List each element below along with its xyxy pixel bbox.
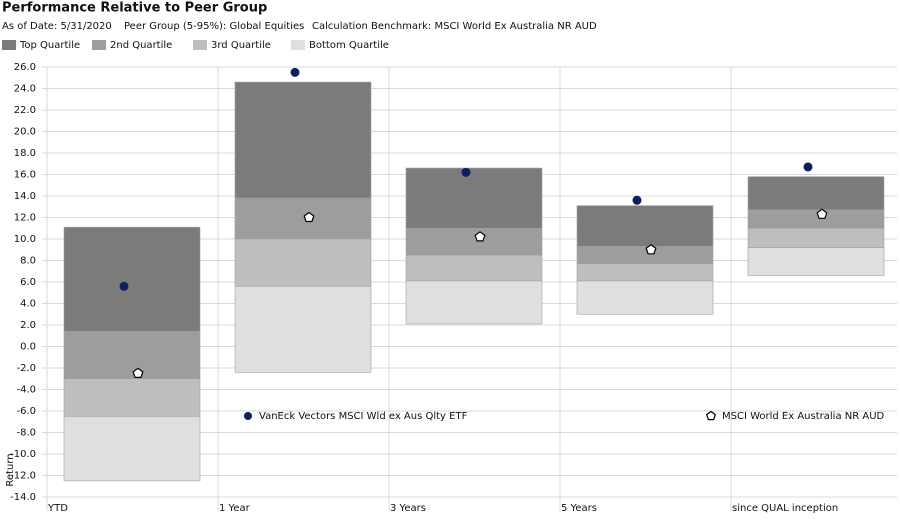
fund-marker [461, 167, 471, 177]
benchmark-marker [645, 244, 657, 255]
y-tick-label: 8.0 [20, 256, 36, 267]
quartile-bar [234, 238, 372, 287]
y-tick-label: -8.0 [16, 428, 36, 439]
legend-marker [705, 410, 717, 421]
legend-swatch [291, 40, 305, 50]
x-tick-label: 3 Years [390, 503, 426, 514]
quartile-bar [405, 254, 543, 282]
y-tick-label: -14.0 [10, 492, 36, 503]
quartile-bar [63, 416, 201, 482]
y-tick-label: 22.0 [14, 105, 36, 116]
y-tick-label: -4.0 [16, 385, 36, 396]
benchmark-marker [474, 231, 486, 242]
y-tick-label: 18.0 [14, 148, 36, 159]
legend-marker [244, 412, 252, 420]
y-tick-label: 14.0 [14, 191, 36, 202]
note: As of Date: 5/31/2020 [2, 21, 112, 32]
y-tick-label: 6.0 [20, 277, 36, 288]
quartile-bar [63, 226, 201, 332]
note: Calculation Benchmark: MSCI World Ex Aus… [312, 21, 597, 32]
chart-title: Performance Relative to Peer Group [2, 1, 267, 16]
y-tick-label: 26.0 [14, 62, 36, 73]
benchmark-marker [816, 208, 828, 219]
legend-label: Bottom Quartile [309, 40, 389, 51]
quartile-bar [747, 209, 885, 229]
quartile-bar [576, 263, 714, 282]
fund-marker [119, 281, 129, 291]
legend-label: MSCI World Ex Australia NR AUD [722, 411, 885, 422]
note: Peer Group (5-95%): Global Equities [124, 21, 304, 32]
y-tick-label: 16.0 [14, 170, 36, 181]
quartile-bar [747, 247, 885, 276]
y-tick-label: 4.0 [20, 299, 36, 310]
y-tick-label: 12.0 [14, 213, 36, 224]
fund-marker [803, 162, 813, 172]
quartile-bar [576, 246, 714, 265]
quartile-bar [405, 227, 543, 256]
fund-marker [290, 67, 300, 77]
quartile-bar [405, 280, 543, 325]
x-tick-label: since QUAL inception [732, 503, 838, 514]
y-tick-label: 0.0 [20, 342, 36, 353]
y-axis-label: Return [5, 453, 16, 486]
y-tick-label: 10.0 [14, 234, 36, 245]
y-tick-label: -2.0 [16, 363, 36, 374]
y-tick-label: 2.0 [20, 320, 36, 331]
legend-label: 2nd Quartile [110, 40, 172, 51]
quartile-bar [234, 197, 372, 240]
quartile-bar [234, 285, 372, 373]
quartile-bar [63, 331, 201, 380]
x-tick-label: YTD [47, 503, 68, 514]
y-tick-label: -12.0 [10, 471, 36, 482]
benchmark-marker [303, 211, 315, 223]
y-tick-label: -6.0 [16, 406, 36, 417]
y-tick-label: -10.0 [10, 449, 36, 460]
legend-label: 3rd Quartile [211, 40, 271, 51]
legend-swatch [2, 40, 16, 50]
legend-swatch [193, 40, 207, 50]
benchmark-marker [132, 367, 144, 378]
quartile-bar [576, 205, 714, 247]
fund-marker [632, 195, 642, 205]
legend-label: VanEck Vectors MSCI Wld ex Aus Qlty ETF [259, 411, 468, 422]
x-tick-label: 5 Years [561, 503, 597, 514]
y-tick-label: 24.0 [14, 84, 36, 95]
quartile-bar [63, 378, 201, 417]
quartile-bar [405, 167, 543, 229]
legend-swatch [92, 40, 106, 50]
x-tick-label: 1 Year [219, 503, 251, 514]
y-tick-label: 20.0 [14, 127, 36, 138]
quartile-bar [747, 176, 885, 211]
quartile-bar [576, 280, 714, 315]
legend-label: Top Quartile [19, 40, 80, 51]
quartile-bar [234, 81, 372, 199]
quartile-bar [747, 227, 885, 248]
